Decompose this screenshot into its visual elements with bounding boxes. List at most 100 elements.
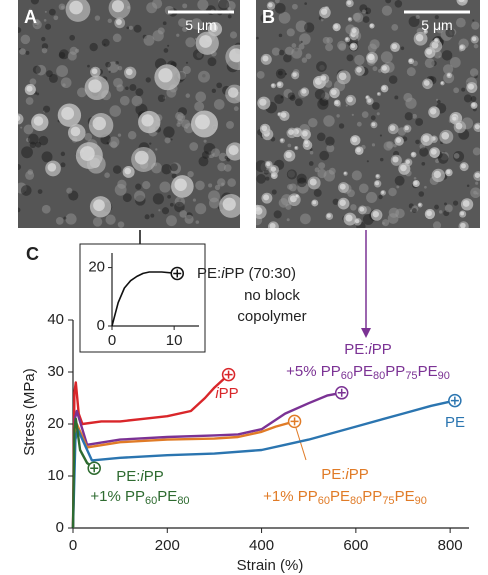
texture bbox=[163, 126, 175, 138]
texture bbox=[475, 181, 479, 185]
particle-core bbox=[371, 122, 376, 127]
particle-core bbox=[455, 122, 463, 130]
particle-core bbox=[158, 68, 173, 83]
texture bbox=[370, 115, 376, 121]
texture bbox=[227, 178, 236, 187]
texture bbox=[300, 40, 303, 44]
texture bbox=[25, 97, 34, 105]
texture bbox=[432, 221, 442, 228]
particle-core bbox=[199, 35, 212, 48]
particle-core bbox=[91, 68, 98, 75]
particle-core bbox=[440, 81, 444, 85]
particle-core bbox=[458, 0, 465, 3]
texture bbox=[437, 100, 441, 104]
particle-core bbox=[447, 73, 451, 77]
texture bbox=[105, 61, 111, 68]
particle-core bbox=[271, 83, 275, 87]
texture bbox=[192, 198, 196, 202]
particle-core bbox=[409, 59, 413, 63]
particle-core bbox=[18, 115, 21, 122]
particle-core bbox=[404, 125, 409, 131]
texture bbox=[187, 170, 194, 178]
texture bbox=[56, 65, 69, 77]
texture bbox=[406, 67, 416, 77]
texture bbox=[326, 144, 335, 153]
particle-core bbox=[365, 95, 369, 99]
texture bbox=[415, 139, 420, 145]
series-line bbox=[71, 373, 230, 529]
texture bbox=[108, 70, 111, 73]
texture bbox=[233, 106, 239, 112]
texture bbox=[163, 48, 169, 53]
texture bbox=[415, 14, 420, 20]
texture bbox=[291, 47, 303, 59]
particle-core bbox=[338, 72, 347, 81]
texture bbox=[48, 73, 58, 83]
texture bbox=[292, 3, 298, 10]
texture bbox=[117, 65, 123, 71]
texture bbox=[144, 214, 150, 220]
texture bbox=[388, 187, 397, 197]
texture bbox=[103, 43, 106, 46]
texture bbox=[61, 5, 65, 10]
texture bbox=[152, 193, 164, 205]
texture bbox=[150, 213, 155, 218]
texture bbox=[41, 36, 46, 42]
texture bbox=[113, 77, 123, 88]
texture bbox=[379, 157, 384, 162]
texture bbox=[18, 207, 21, 213]
particle-core bbox=[280, 112, 287, 118]
texture bbox=[117, 133, 122, 137]
series-label: PE bbox=[445, 414, 465, 431]
inset-x-tick-label: 10 bbox=[166, 332, 183, 349]
series-label: +5% PP60PE80PP75PE90 bbox=[286, 363, 450, 382]
texture bbox=[260, 13, 270, 23]
texture bbox=[265, 176, 270, 181]
texture bbox=[67, 51, 77, 61]
texture bbox=[283, 53, 292, 63]
texture bbox=[443, 64, 454, 75]
texture bbox=[284, 46, 294, 56]
particle-core bbox=[395, 137, 402, 143]
texture bbox=[198, 156, 209, 167]
texture bbox=[473, 190, 477, 195]
texture bbox=[105, 214, 116, 225]
texture bbox=[418, 191, 425, 197]
texture bbox=[319, 150, 330, 161]
texture bbox=[161, 207, 170, 215]
texture bbox=[169, 163, 178, 172]
end-marker-cross bbox=[290, 417, 299, 426]
texture bbox=[362, 9, 367, 14]
texture bbox=[134, 190, 146, 202]
texture bbox=[45, 23, 52, 30]
particle-core bbox=[422, 135, 430, 143]
particle-core bbox=[423, 80, 430, 86]
end-marker-cross bbox=[450, 396, 459, 405]
texture bbox=[33, 18, 40, 26]
particle-core bbox=[459, 45, 464, 49]
texture bbox=[41, 204, 51, 214]
particle-core bbox=[292, 72, 297, 77]
texture bbox=[280, 95, 284, 99]
texture bbox=[109, 105, 122, 117]
particle-core bbox=[61, 107, 75, 120]
inset-y-tick-label: 0 bbox=[97, 317, 105, 334]
particle-core bbox=[370, 24, 373, 27]
particle-core bbox=[339, 183, 346, 190]
texture bbox=[145, 77, 151, 83]
scale-label: 5 μm bbox=[185, 17, 216, 33]
texture bbox=[63, 216, 67, 220]
texture bbox=[366, 160, 369, 163]
particle-core bbox=[141, 114, 154, 127]
texture bbox=[317, 168, 327, 179]
particle-core bbox=[356, 147, 361, 153]
texture bbox=[438, 210, 443, 214]
particle-core bbox=[124, 167, 132, 175]
texture bbox=[185, 93, 191, 98]
texture bbox=[155, 148, 158, 151]
texture bbox=[20, 126, 23, 129]
texture bbox=[263, 169, 269, 175]
texture bbox=[25, 50, 30, 55]
texture bbox=[278, 33, 283, 38]
texture bbox=[256, 174, 266, 184]
